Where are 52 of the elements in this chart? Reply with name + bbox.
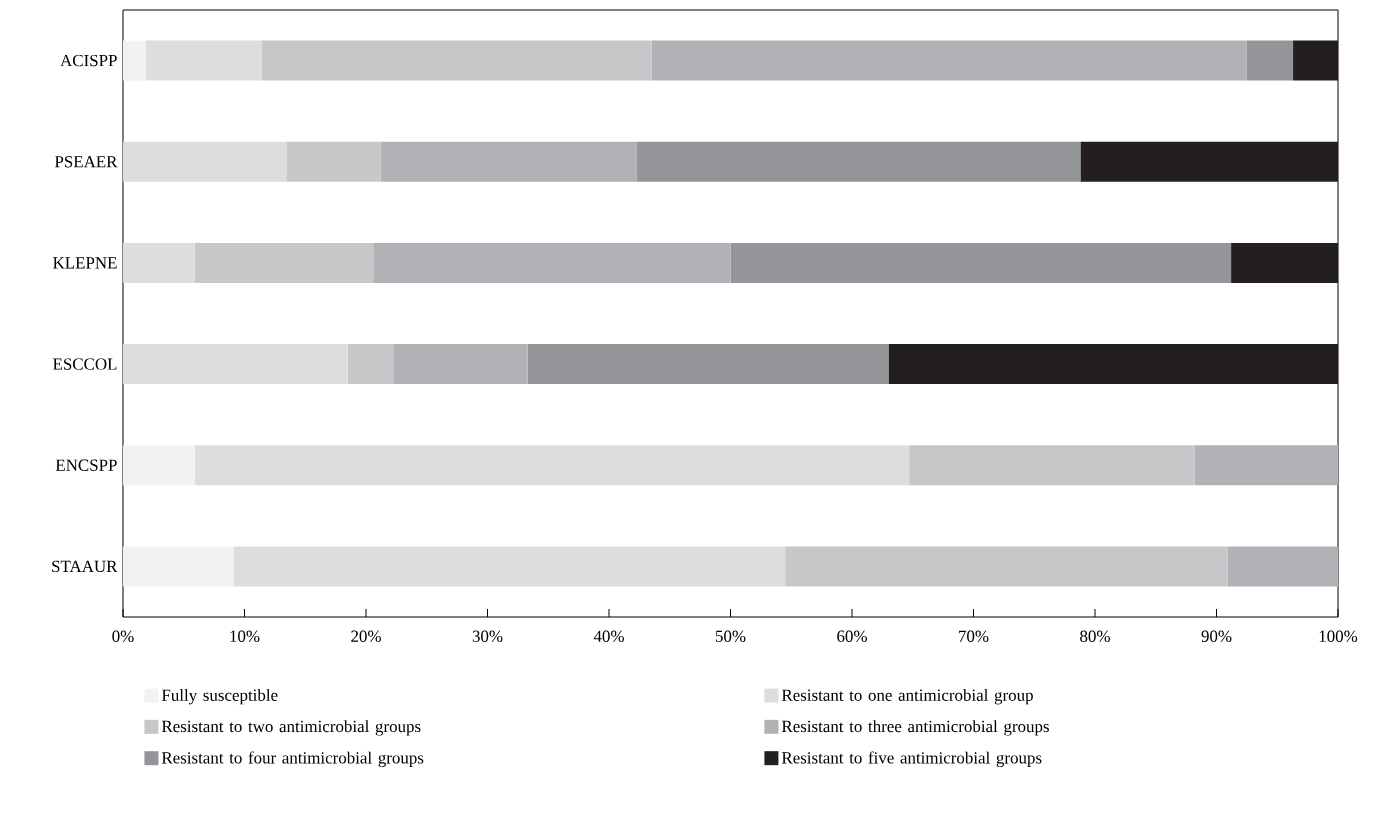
bar: [909, 445, 1195, 486]
y-tick-label: STAAUR: [52, 560, 118, 573]
x-tick-label: 30%: [472, 630, 503, 643]
bar: [123, 445, 195, 486]
x-tick-label: 20%: [351, 630, 381, 643]
x-tick-label: 80%: [1080, 630, 1110, 643]
legend-label: Resistant to one antimicrobial group: [781, 688, 1033, 705]
bar: [527, 344, 889, 385]
legend-label: Resistant to three antimicrobial groups: [781, 720, 1049, 736]
y-tick-label: ESCCOL: [53, 358, 117, 370]
bar: [636, 141, 1081, 182]
bar: [347, 344, 394, 385]
bar: [233, 546, 786, 587]
bar: [1227, 546, 1338, 587]
bar: [380, 141, 637, 182]
bar: [123, 242, 195, 283]
x-tick-label: 100%: [1319, 630, 1358, 643]
bar: [194, 242, 374, 283]
bar: [393, 344, 528, 385]
bar: [651, 40, 1247, 81]
bar: [123, 546, 234, 587]
bar: [123, 40, 147, 81]
bar: [1080, 141, 1338, 182]
x-tick-label: 50%: [715, 630, 746, 643]
bar: [785, 546, 1228, 587]
bar: [1246, 40, 1294, 81]
x-tick-label: 40%: [593, 630, 624, 643]
legend-label: Resistant to two antimicrobial groups: [161, 720, 421, 736]
x-tick-label: 70%: [959, 630, 989, 643]
bar: [1194, 445, 1338, 486]
bar: [123, 344, 348, 385]
bar: [194, 445, 910, 486]
y-tick-label: ACISPP: [60, 54, 117, 67]
legend-label: Resistant to five antimicrobial groups: [781, 751, 1042, 768]
bar: [261, 40, 652, 81]
y-tick-label: KLEPNE: [53, 257, 117, 269]
bar: [1293, 40, 1338, 81]
y-tick-label: PSEAER: [54, 156, 118, 168]
bar: [730, 242, 1232, 283]
y-tick-label: ENCSPP: [55, 459, 117, 471]
bar: [146, 40, 262, 81]
bar: [373, 242, 731, 283]
x-tick-label: 0%: [112, 630, 134, 643]
bar: [1231, 242, 1338, 283]
legend-label: Resistant to four antimicrobial groups: [161, 751, 424, 768]
legend-label: Fully susceptible: [161, 688, 278, 705]
bar: [287, 141, 381, 182]
bar: [123, 141, 288, 182]
x-tick-label: 10%: [230, 630, 260, 643]
bar: [888, 344, 1338, 385]
x-tick-label: 90%: [1201, 630, 1232, 643]
x-tick-label: 60%: [837, 630, 867, 643]
